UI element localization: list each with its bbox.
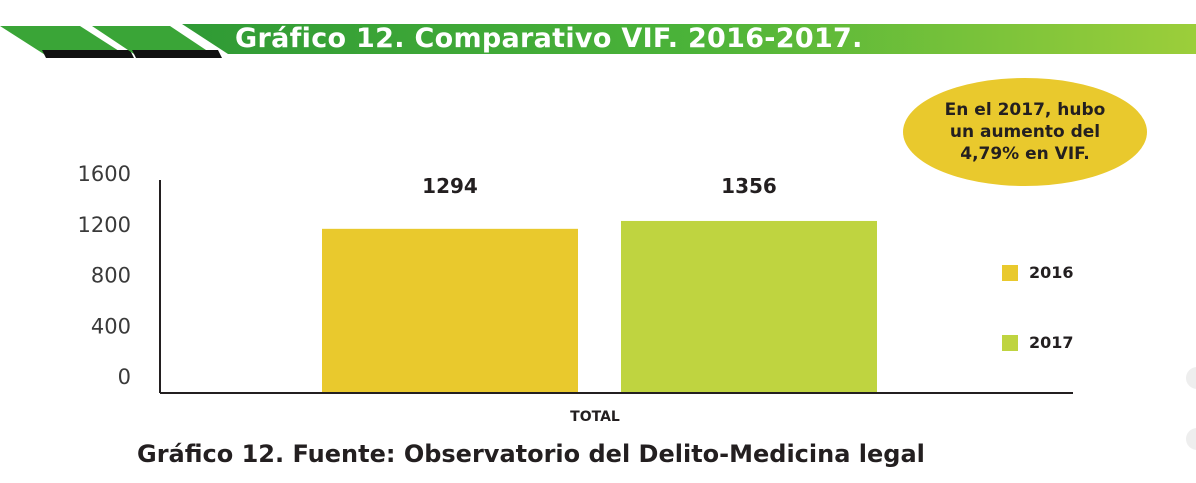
data-label-2016: 1294 bbox=[422, 174, 478, 198]
banner-bar bbox=[182, 24, 1196, 54]
legend-label-2016: 2016 bbox=[1029, 263, 1074, 282]
y-tick-label: 800 bbox=[91, 264, 131, 288]
callout-bubble: En el 2017, hubo un aumento del 4,79% en… bbox=[903, 78, 1147, 186]
chart-caption: Gráfico 12. Fuente: Observatorio del Del… bbox=[137, 440, 925, 468]
title-banner bbox=[0, 24, 1196, 58]
banner-stripe-1-shadow bbox=[42, 50, 134, 58]
y-tick-label: 1600 bbox=[78, 162, 131, 186]
bar-2016 bbox=[322, 228, 578, 393]
bar-2017 bbox=[621, 220, 877, 393]
callout-text: En el 2017, hubo un aumento del 4,79% en… bbox=[944, 100, 1106, 164]
y-tick-label: 400 bbox=[91, 314, 131, 338]
data-label-2017: 1356 bbox=[721, 174, 777, 198]
y-tick-label: 1200 bbox=[78, 213, 131, 237]
edge-decoration-top bbox=[1186, 367, 1196, 389]
edge-decoration-bottom bbox=[1186, 428, 1196, 450]
banner-stripe-2-shadow bbox=[132, 50, 222, 58]
legend-swatch-2017 bbox=[1002, 335, 1018, 351]
chart-title: Gráfico 12. Comparativo VIF. 2016-2017. bbox=[235, 23, 863, 54]
legend-swatch-2016 bbox=[1002, 265, 1018, 281]
y-tick-label: 0 bbox=[118, 365, 131, 389]
legend-label-2017: 2017 bbox=[1029, 333, 1074, 352]
x-category-label: TOTAL bbox=[570, 409, 620, 425]
